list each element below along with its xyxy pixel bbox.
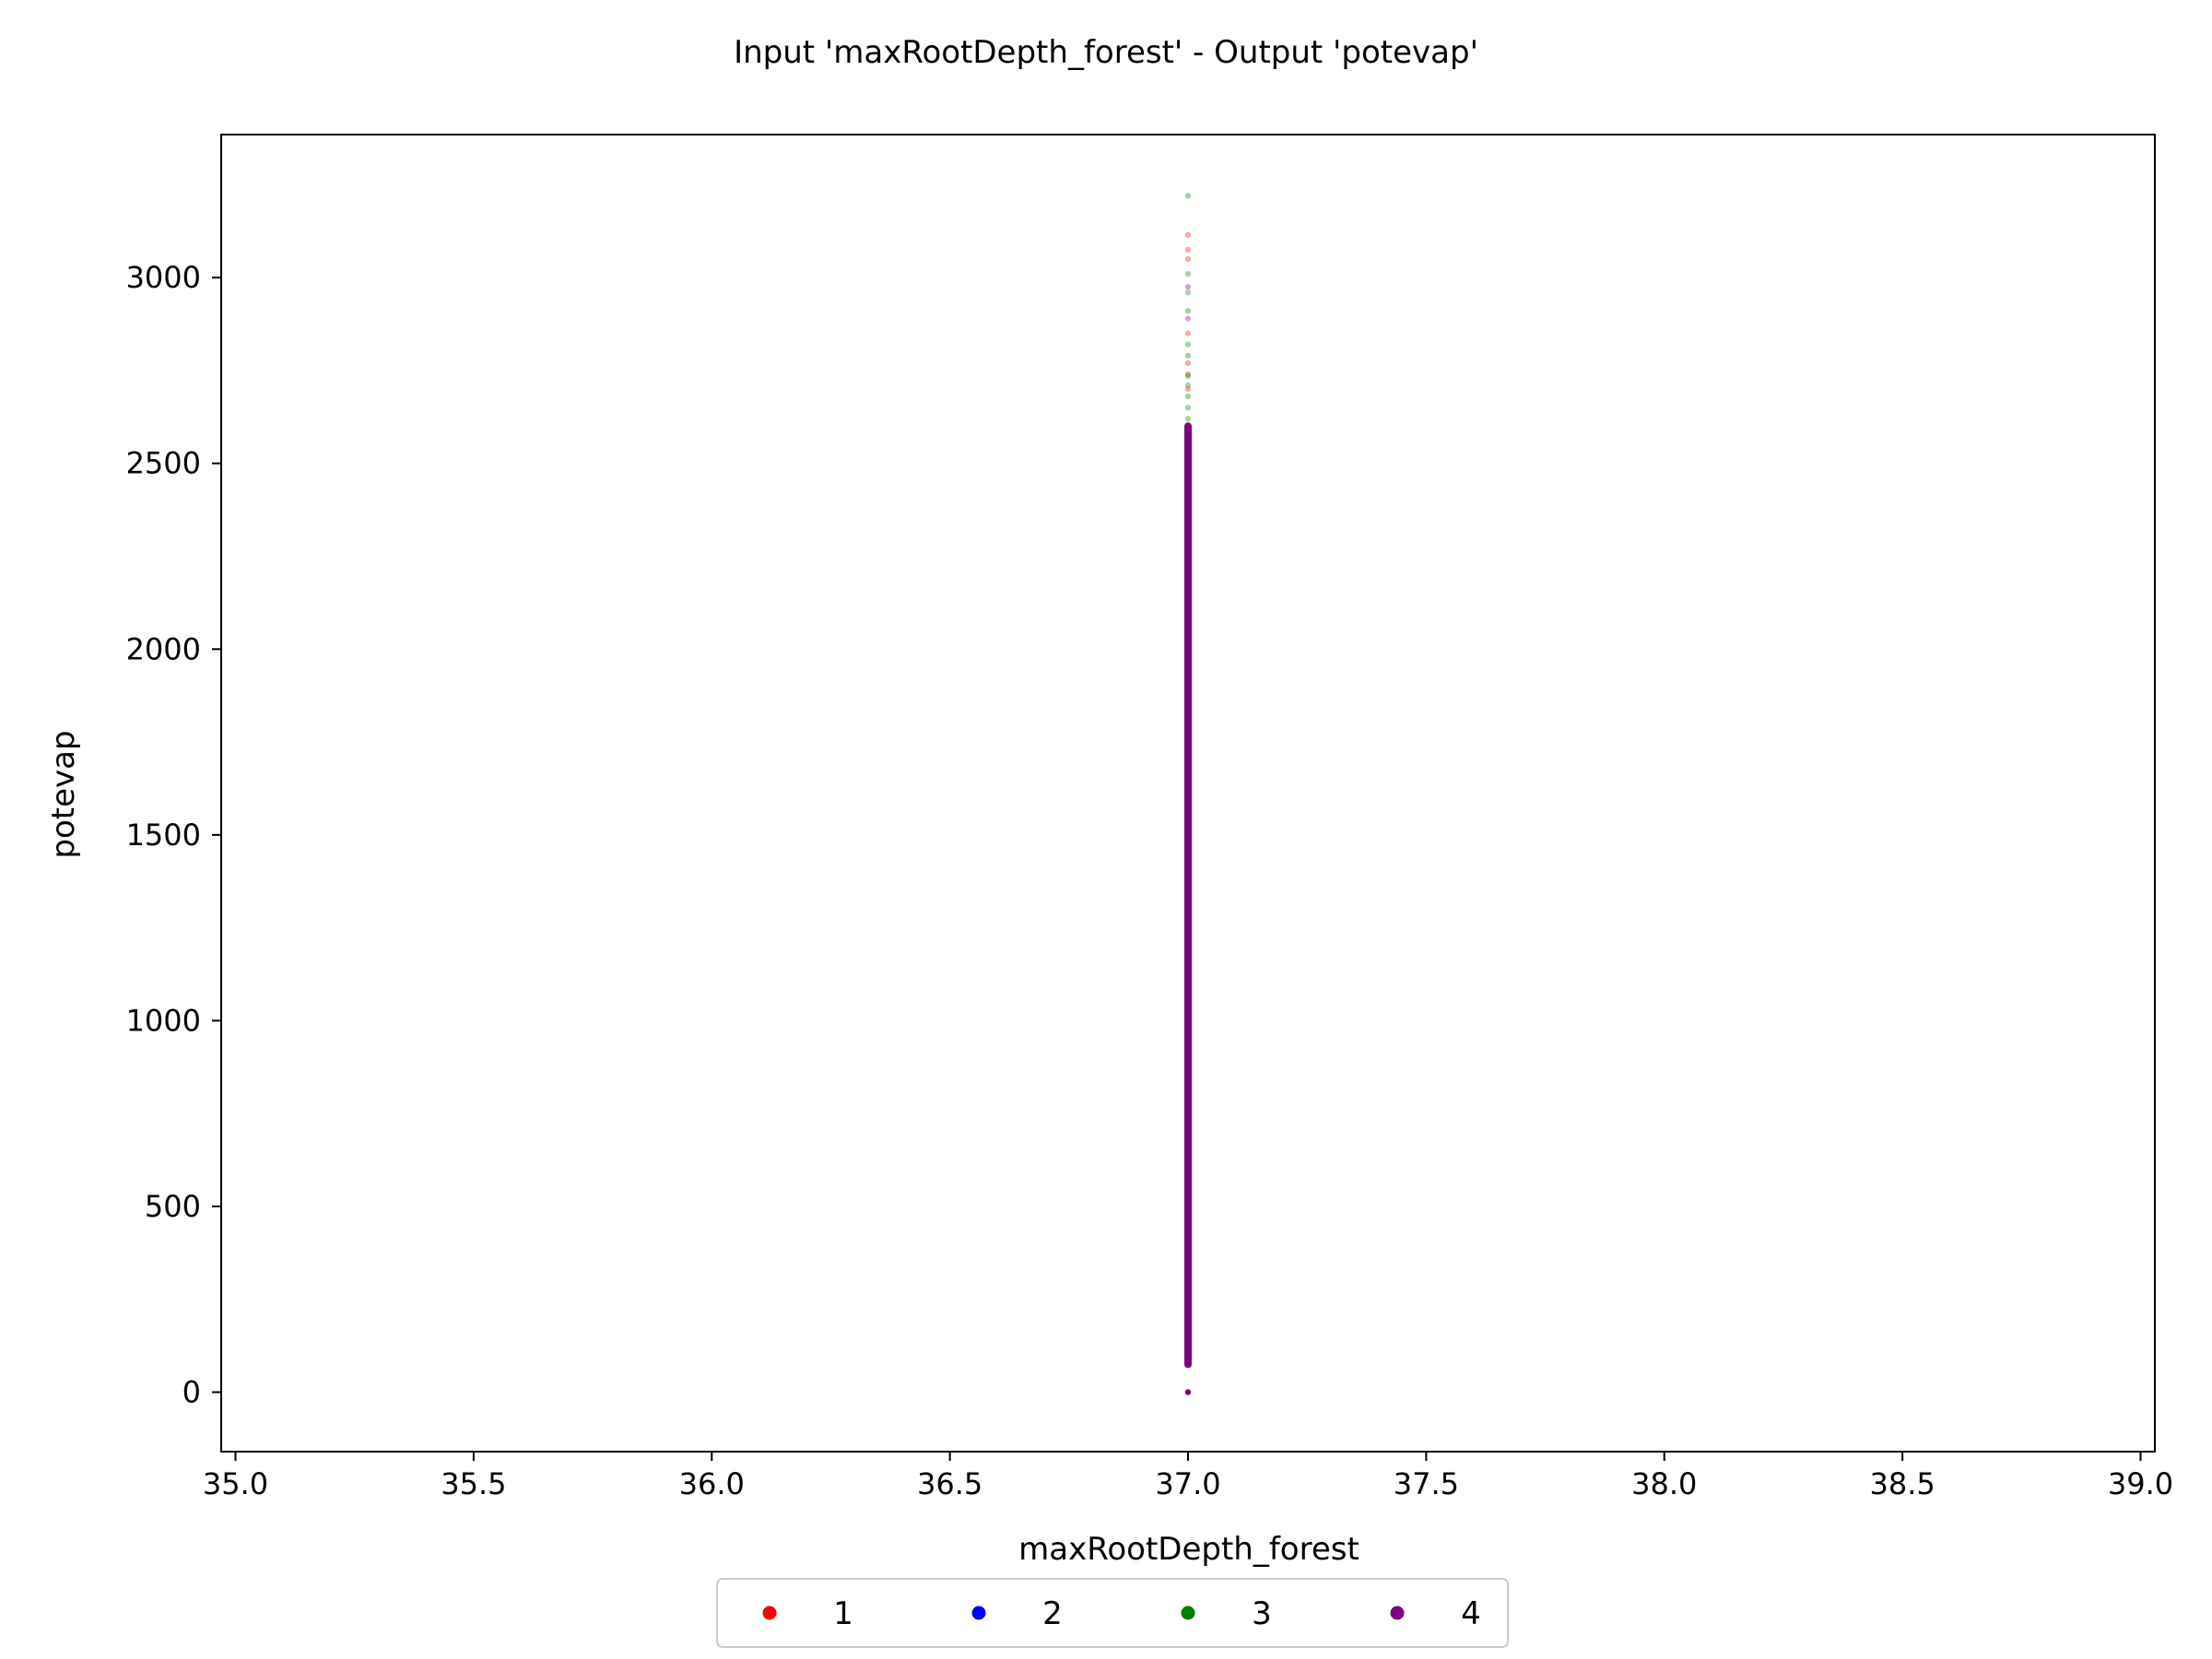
point-s3-11 [1184,270,1192,277]
point-s3-6 [1184,372,1192,380]
x-tick-label: 37.5 [1394,1466,1459,1501]
y-axis-label: potevap [45,730,82,858]
point-s4-1 [1184,1361,1192,1368]
legend-label-3: 3 [1252,1595,1272,1632]
x-tick-label: 38.5 [1869,1466,1935,1501]
point-s1-8 [1184,231,1192,239]
point-s4-8 [1184,646,1192,653]
point-s4-3 [1184,1203,1192,1210]
point-s1-4 [1184,359,1192,367]
x-axis-label: maxRootDepth_forest [1018,1531,1359,1568]
y-tick-label: 2000 [126,631,201,666]
point-s3-8 [1184,341,1192,347]
x-tick-label: 36.0 [679,1466,745,1501]
point-s4-11 [1184,315,1192,322]
point-s1-2 [1184,385,1192,393]
plot-area [1184,193,1192,1395]
point-s4-4 [1184,1091,1192,1099]
y-tick-label: 500 [145,1189,201,1224]
point-s3-3 [1184,405,1192,411]
series-1 [1184,231,1192,1046]
point-s3-4 [1184,393,1192,400]
point-s3-9 [1184,308,1192,314]
point-s3-10 [1184,289,1192,296]
point-s4-10 [1184,441,1192,448]
axes: 35.0 35.5 36.0 36.5 37.0 37.5 38.0 38.5 39.0 0 500… [126,134,2173,1501]
legend-marker-4 [1390,1606,1405,1620]
point-s1-6 [1184,255,1192,263]
point-s4-7 [1184,831,1192,839]
legend-marker-1 [762,1606,777,1620]
point-s4-0 [1184,1389,1192,1395]
x-tick-label: 35.5 [441,1466,506,1501]
y-tick-label: 0 [182,1375,201,1410]
legend-label-2: 2 [1042,1595,1063,1632]
point-s4-9 [1184,497,1192,504]
legend: 1 2 3 4 [716,1578,1509,1648]
point-s3-12 [1184,193,1192,199]
x-tick-label: 35.0 [203,1466,268,1501]
point-s4-5 [1184,999,1192,1006]
legend-marker-2 [971,1606,986,1620]
x-tick-label: 37.0 [1155,1466,1220,1501]
y-tick-label: 1000 [126,1003,201,1038]
point-s1-3 [1184,371,1192,378]
legend-label-4: 4 [1461,1595,1481,1632]
point-s4-6 [1184,987,1192,994]
legend-label-1: 1 [833,1595,853,1632]
y-tick-label: 2500 [126,446,201,481]
chart-title: Input 'maxRootDepth_forest' - Output 'po… [734,34,1478,71]
point-s3-7 [1184,352,1192,359]
y-tick-label: 1500 [126,818,201,853]
x-tick-label: 38.0 [1631,1466,1697,1501]
point-s1-5 [1184,330,1192,336]
legend-box [716,1578,1509,1648]
y-tick-label: 3000 [126,260,201,295]
point-s3-5 [1184,382,1192,389]
point-s1-7 [1184,246,1192,253]
series-4 [1184,284,1192,1395]
point-s4-2 [1184,1314,1192,1322]
point-s4-12 [1184,284,1192,290]
legend-marker-3 [1181,1606,1195,1620]
x-tick-label: 39.0 [2108,1466,2173,1501]
point-s3-2 [1184,416,1192,422]
x-tick-label: 36.5 [917,1466,982,1501]
